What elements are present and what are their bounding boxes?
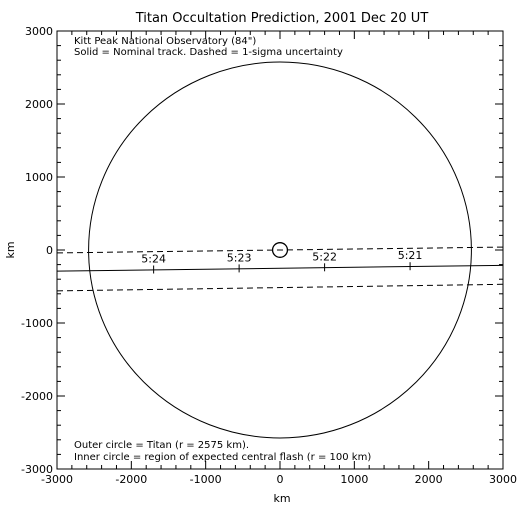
x-tick-label: 3000 <box>489 473 517 486</box>
titan-outer-circle <box>88 61 472 439</box>
time-label: 5:21 <box>398 249 423 262</box>
y-tick-label: 1000 <box>25 171 53 184</box>
annotation-top-1: Kitt Peak National Observatory (84") <box>74 36 256 47</box>
y-tick-label: -1000 <box>21 317 53 330</box>
chart-marks: 5:24 5:23 5:22 5:21 <box>56 61 504 439</box>
axis-ticks: -3000 -2000 -1000 0 1000 2000 3000 -3000 -2000 -1… <box>21 25 517 486</box>
time-label: 5:23 <box>227 251 252 264</box>
x-tick-label: 0 <box>277 473 284 486</box>
y-tick-label: -2000 <box>21 390 53 403</box>
annotation-bottom-1: Outer circle = Titan (r = 2575 km). <box>74 440 249 451</box>
nominal-track-line <box>56 264 504 272</box>
y-tick-label: 2000 <box>25 98 53 111</box>
uncertainty-track-line <box>56 246 504 254</box>
time-label: 5:24 <box>141 252 166 265</box>
x-tick-label: -3000 <box>41 473 73 486</box>
x-tick-label: 2000 <box>415 473 443 486</box>
time-label: 5:22 <box>312 250 337 263</box>
uncertainty-track-line <box>56 283 504 292</box>
chart-title: Titan Occultation Prediction, 2001 Dec 2… <box>135 11 429 26</box>
y-axis-label: km <box>4 241 17 258</box>
x-axis-label: km <box>273 492 290 505</box>
annotation-top-2: Solid = Nominal track. Dashed = 1-sigma … <box>74 47 343 58</box>
x-tick-label: 1000 <box>340 473 368 486</box>
x-tick-label: -1000 <box>190 473 222 486</box>
x-tick-label: -2000 <box>115 473 147 486</box>
annotation-bottom-2: Inner circle = region of expected centra… <box>74 452 371 463</box>
y-tick-label: 3000 <box>25 25 53 38</box>
y-tick-label: 0 <box>46 244 53 257</box>
y-tick-label: -3000 <box>21 463 53 476</box>
